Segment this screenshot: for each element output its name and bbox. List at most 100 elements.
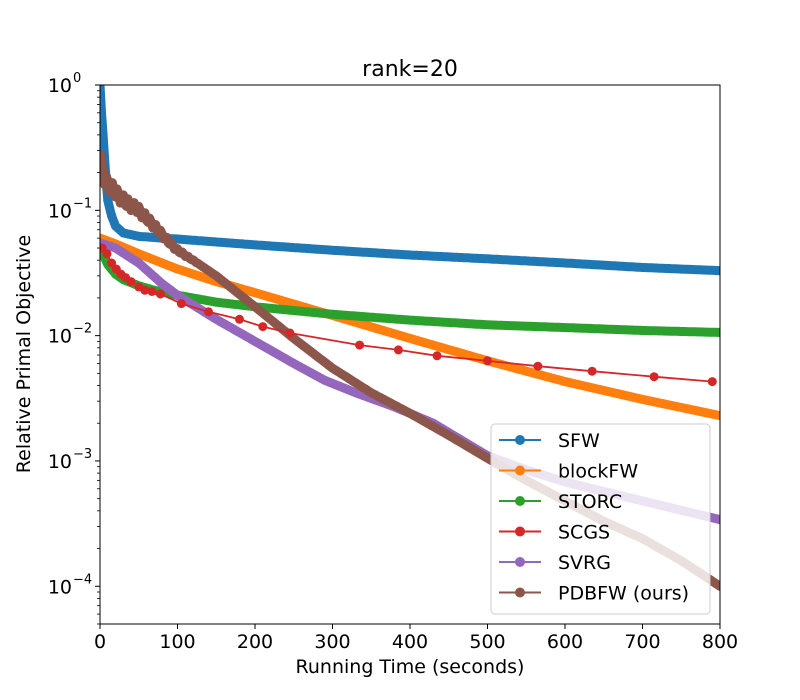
data-point: [157, 279, 167, 289]
data-point: [111, 221, 120, 231]
y-tick-label: 10: [48, 326, 72, 348]
x-tick-label: 100: [159, 631, 195, 653]
y-minor-ticks: [97, 90, 100, 625]
legend-label: blockFW: [558, 461, 638, 483]
legend-swatch-marker: [515, 435, 525, 445]
data-point: [649, 372, 659, 382]
y-tick-exponent: −2: [73, 322, 92, 337]
data-point: [715, 266, 720, 276]
data-point: [715, 515, 720, 525]
data-point: [134, 249, 144, 259]
data-point: [393, 345, 403, 355]
legend-swatch-marker: [515, 557, 525, 567]
data-point: [285, 328, 295, 338]
x-tick-label: 0: [94, 631, 106, 653]
legend-swatch-marker: [515, 587, 525, 598]
data-point: [100, 130, 108, 140]
chart-title: rank=20: [362, 57, 458, 82]
legend-label: SCGS: [558, 522, 610, 544]
legend-label: SFW: [558, 430, 600, 452]
data-point: [587, 366, 597, 376]
legend-item-sfw: SFW: [499, 430, 600, 452]
y-tick-label: 10: [48, 576, 72, 598]
y-tick-label: 10: [48, 451, 72, 473]
legend-swatch-marker: [515, 496, 525, 506]
legend-swatch-marker: [515, 526, 525, 537]
x-tick-label: 800: [702, 631, 738, 653]
legend-item-svrg: SVRG: [499, 552, 611, 574]
data-point: [149, 221, 159, 231]
legend-item-pdbfw-ours: PDBFW (ours): [499, 583, 689, 605]
x-tick-label: 200: [237, 631, 273, 653]
y-tick-exponent: −3: [73, 447, 92, 462]
data-point: [102, 249, 112, 259]
legend-box: [490, 423, 711, 615]
series-line-storc: [100, 241, 720, 337]
data-point: [533, 361, 543, 371]
x-axis: 0 100 200 300 400 500 600 700 800: [94, 624, 738, 653]
data-point: [100, 108, 106, 118]
data-point: [715, 411, 720, 421]
data-point: [100, 173, 109, 183]
y-tick-base: 10: [48, 326, 72, 348]
series-line-sfw: [100, 85, 720, 276]
data-point: [173, 290, 182, 300]
y-tick-base: 10: [48, 200, 72, 222]
data-point: [126, 277, 136, 287]
data-point: [707, 377, 717, 387]
legend-item-scgs: SCGS: [499, 522, 610, 544]
data-point: [140, 285, 150, 295]
data-point: [176, 299, 186, 309]
data-point: [134, 205, 144, 215]
data-point: [103, 195, 113, 205]
data-point: [235, 314, 244, 324]
data-point: [134, 258, 144, 268]
legend-label: SVRG: [558, 552, 611, 574]
legend-item-blockfw: blockFW: [499, 461, 638, 483]
x-tick-label: 300: [314, 631, 350, 653]
y-tick-label: 10: [48, 75, 72, 97]
data-point: [165, 238, 175, 248]
data-point: [107, 183, 117, 193]
data-point: [483, 356, 492, 366]
data-point: [155, 289, 165, 299]
x-tick-label: 500: [469, 631, 505, 653]
data-point: [173, 245, 182, 255]
data-point: [134, 231, 144, 241]
data-point: [188, 255, 198, 265]
data-point: [100, 85, 105, 90]
x-axis-label: Running Time (seconds): [296, 656, 525, 678]
data-point: [111, 243, 120, 253]
y-tick-label: 10: [48, 200, 72, 222]
y-tick-exponent: 0: [73, 71, 81, 86]
y-tick-exponent: −4: [73, 572, 92, 587]
y-tick-base: 10: [48, 75, 72, 97]
legend-item-storc: STORC: [499, 491, 622, 513]
series-line-blockfw: [100, 233, 720, 421]
series-scgs: [100, 243, 717, 387]
data-point: [173, 264, 182, 274]
data-point: [355, 340, 365, 350]
legend-swatch-marker: [515, 465, 525, 476]
y-axis-label: Relative Primal Objective: [13, 235, 35, 473]
legend: SFW blockFW STORC SCGS SVRG PDBFW (ours): [490, 423, 711, 615]
x-tick-label: 400: [392, 631, 428, 653]
data-point: [147, 287, 157, 296]
data-point: [432, 351, 442, 361]
y-tick-base: 10: [48, 451, 72, 473]
data-point: [204, 307, 213, 317]
data-point: [118, 228, 128, 238]
legend-label: STORC: [558, 491, 622, 513]
x-tick-label: 700: [624, 631, 660, 653]
series-layer: [100, 85, 720, 591]
data-point: [100, 149, 105, 159]
y-tick-base: 10: [48, 576, 72, 598]
legend-label: PDBFW (ours): [558, 583, 689, 605]
data-point: [107, 211, 117, 221]
data-point: [258, 322, 268, 332]
y-tick-exponent: −1: [73, 196, 92, 211]
x-tick-label: 600: [547, 631, 583, 653]
data-point: [118, 195, 128, 205]
